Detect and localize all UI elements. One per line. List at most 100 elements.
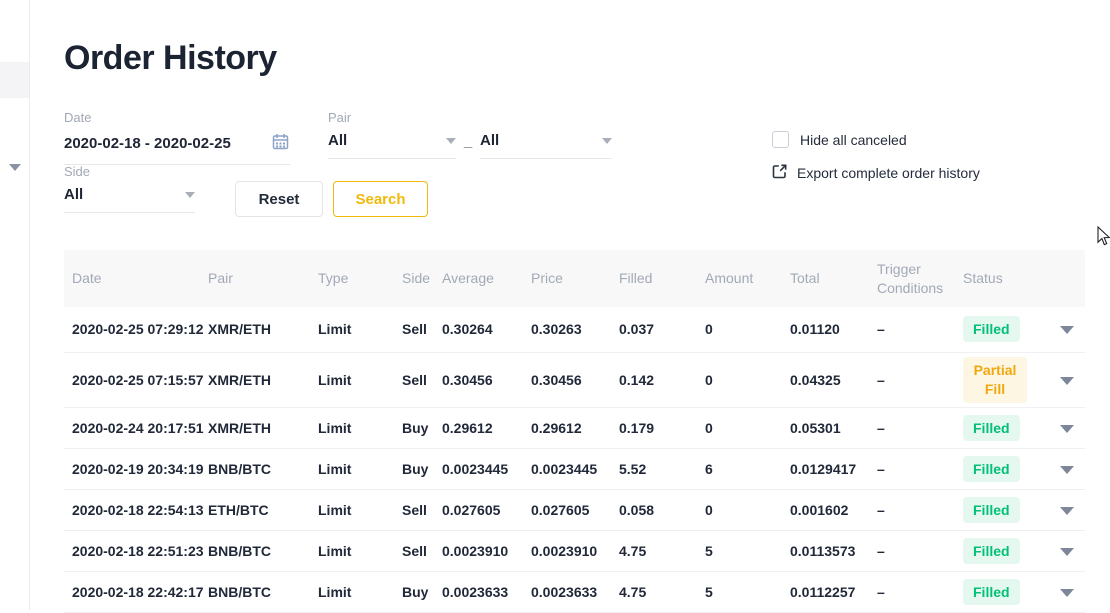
pair-base-select[interactable]: All: [328, 132, 456, 159]
cell-average: 0.0023633: [434, 571, 523, 613]
cell-side: Buy: [394, 407, 434, 449]
date-range-input[interactable]: 2020-02-18 - 2020-02-25: [64, 132, 290, 165]
date-range-value: 2020-02-18 - 2020-02-25: [64, 135, 231, 152]
side-filter-label: Side: [64, 164, 91, 179]
cell-total: 0.05301: [782, 407, 869, 449]
cell-type: Limit: [310, 307, 394, 353]
pair-quote-select[interactable]: All: [480, 132, 612, 159]
cell-expand: [1052, 489, 1085, 531]
cell-status: Partial Fill: [955, 352, 1052, 408]
chevron-down-icon: [446, 137, 456, 144]
cell-type: Limit: [310, 571, 394, 613]
chevron-down-icon[interactable]: [1060, 424, 1074, 433]
cell-trigger: –: [869, 448, 955, 490]
table-row: 2020-02-24 20:17:51 XMR/ETH Limit Buy 0.2961…: [64, 407, 1085, 449]
cell-average: 0.0023445: [434, 448, 523, 490]
column-header-status: Status: [955, 250, 1052, 307]
cell-average: 0.0023910: [434, 530, 523, 572]
cell-filled: 0.142: [611, 352, 697, 408]
column-header-amount: Amount: [697, 250, 782, 307]
sidebar-collapse-caret-icon[interactable]: [9, 164, 21, 171]
pair-filter-group: Pair All _ All: [328, 110, 612, 159]
cell-amount: 0: [697, 489, 782, 531]
cell-pair: XMR/ETH: [200, 352, 310, 408]
cell-total: 0.0112257: [782, 571, 869, 613]
side-value: All: [64, 186, 84, 203]
side-select[interactable]: All: [64, 186, 195, 213]
cell-status: Filled: [955, 407, 1052, 449]
chevron-down-icon[interactable]: [1060, 506, 1074, 515]
column-header-side: Side: [394, 250, 434, 307]
cell-filled: 4.75: [611, 571, 697, 613]
cell-status: Filled: [955, 530, 1052, 572]
cell-expand: [1052, 448, 1085, 490]
status-badge: Filled: [963, 496, 1020, 523]
hide-canceled-row: Hide all canceled: [772, 131, 907, 148]
cell-pair: BNB/BTC: [200, 530, 310, 572]
cell-trigger: –: [869, 489, 955, 531]
cell-pair: XMR/ETH: [200, 307, 310, 353]
cell-filled: 0.037: [611, 307, 697, 353]
status-badge: Filled: [963, 414, 1020, 441]
chevron-down-icon[interactable]: [1060, 547, 1074, 556]
export-history-link[interactable]: Export complete order history: [771, 163, 980, 183]
cell-side: Sell: [394, 489, 434, 531]
cell-date: 2020-02-18 22:51:23: [64, 530, 204, 572]
cell-amount: 5: [697, 571, 782, 613]
calendar-icon[interactable]: [271, 132, 290, 155]
chevron-down-icon[interactable]: [1060, 465, 1074, 474]
cell-status: Filled: [955, 489, 1052, 531]
export-label: Export complete order history: [797, 165, 980, 181]
cell-filled: 4.75: [611, 530, 697, 572]
cell-type: Limit: [310, 352, 394, 408]
cell-price: 0.30456: [523, 352, 611, 408]
search-button[interactable]: Search: [333, 181, 428, 217]
chevron-down-icon[interactable]: [1060, 376, 1074, 385]
column-header-expand: [1052, 250, 1085, 307]
chevron-down-icon[interactable]: [1060, 588, 1074, 597]
cell-expand: [1052, 352, 1085, 408]
sidebar-active-item[interactable]: [0, 62, 29, 98]
table-row: 2020-02-25 07:29:12 XMR/ETH Limit Sell 0.302…: [64, 307, 1085, 353]
cell-price: 0.0023445: [523, 448, 611, 490]
cell-pair: BNB/BTC: [200, 448, 310, 490]
export-icon: [771, 163, 788, 183]
column-header-total: Total: [782, 250, 869, 307]
cell-expand: [1052, 530, 1085, 572]
mouse-cursor: [1097, 225, 1110, 251]
table-row: 2020-02-18 22:51:23 BNB/BTC Limit Sell 0.002…: [64, 530, 1085, 572]
cell-date: 2020-02-25 07:15:57: [64, 352, 204, 408]
hide-canceled-checkbox[interactable]: [772, 131, 789, 148]
pair-filter-label: Pair: [328, 110, 352, 125]
status-badge: Filled: [963, 578, 1020, 605]
reset-button[interactable]: Reset: [235, 181, 323, 217]
chevron-down-icon: [185, 191, 195, 198]
cell-average: 0.30264: [434, 307, 523, 353]
cell-trigger: –: [869, 407, 955, 449]
cell-date: 2020-02-25 07:29:12: [64, 307, 204, 353]
chevron-down-icon[interactable]: [1060, 326, 1074, 335]
cell-total: 0.01120: [782, 307, 869, 353]
cell-trigger: –: [869, 571, 955, 613]
cell-pair: BNB/BTC: [200, 571, 310, 613]
order-history-table: Date Pair Type Side Average Price Filled Amount…: [64, 250, 1085, 613]
cell-amount: 0: [697, 307, 782, 353]
cell-trigger: –: [869, 352, 955, 408]
cell-type: Limit: [310, 407, 394, 449]
table-row: 2020-02-18 22:54:13 ETH/BTC Limit Sell 0.027…: [64, 489, 1085, 531]
sidebar: [0, 0, 30, 610]
column-header-price: Price: [523, 250, 611, 307]
date-filter-label: Date: [64, 110, 92, 125]
cell-average: 0.30456: [434, 352, 523, 408]
cell-type: Limit: [310, 448, 394, 490]
cell-amount: 6: [697, 448, 782, 490]
cell-average: 0.027605: [434, 489, 523, 531]
cell-side: Buy: [394, 571, 434, 613]
cell-average: 0.29612: [434, 407, 523, 449]
cell-price: 0.0023633: [523, 571, 611, 613]
cell-price: 0.0023910: [523, 530, 611, 572]
cell-side: Sell: [394, 352, 434, 408]
table-row: 2020-02-25 07:15:57 XMR/ETH Limit Sell 0.304…: [64, 352, 1085, 408]
date-filter-group: Date 2020-02-18 - 2020-02-25: [64, 110, 290, 165]
cell-status: Filled: [955, 307, 1052, 353]
